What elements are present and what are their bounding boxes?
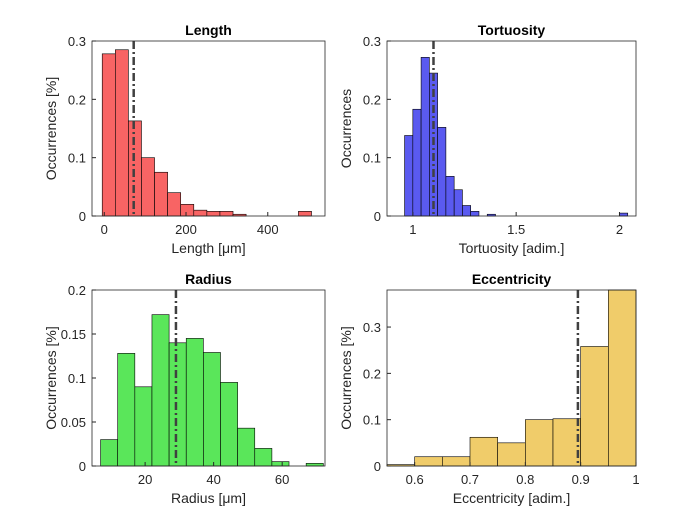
- histogram-bar: [167, 192, 182, 217]
- x-tick-label: 0.9: [572, 472, 590, 487]
- histogram-bar: [154, 171, 168, 217]
- y-tick-label: 0.3: [363, 320, 381, 335]
- y-tick-label: 0.1: [363, 413, 381, 428]
- x-tick-label: 1.5: [507, 222, 525, 237]
- histogram-bar: [219, 211, 234, 217]
- x-tick-label: 0.8: [516, 472, 534, 487]
- histogram-bar: [100, 439, 118, 467]
- histogram-bar: [442, 456, 471, 467]
- y-tick-label: 0.2: [363, 366, 381, 381]
- subplot: 0.6 0.7 0.8 0.9 1 0 0.1 0.2 0.3 Eccentricity Eccen…: [338, 271, 640, 506]
- histogram-bar: [168, 342, 187, 467]
- y-axis-label: Occurrences [%]: [338, 326, 354, 429]
- histogram-bar: [134, 386, 153, 467]
- x-tick-label: 400: [257, 222, 279, 237]
- histogram-bar: [445, 176, 455, 217]
- histogram-bar: [237, 427, 256, 467]
- y-tick-label: 0: [79, 459, 86, 474]
- histogram-bar: [420, 57, 430, 217]
- histogram-bar: [298, 211, 312, 217]
- x-axis-label: Length [μm]: [171, 240, 245, 256]
- x-tick-label: 20: [138, 472, 152, 487]
- histogram-bar: [271, 461, 290, 467]
- histogram-bar: [141, 157, 155, 217]
- histogram-bar: [206, 211, 221, 217]
- x-axis-label: Radius [μm]: [171, 490, 246, 506]
- x-tick-label: 2: [616, 222, 623, 237]
- y-axis-label: Occurrences [%]: [43, 326, 59, 429]
- histogram-bar: [412, 108, 422, 217]
- histogram-bar: [469, 436, 498, 467]
- histogram-bar: [101, 53, 116, 217]
- histogram-bar: [580, 346, 609, 467]
- x-axis-label: Tortuosity [adim.]: [459, 240, 565, 256]
- subplot-title: Tortuosity: [478, 22, 546, 38]
- histogram-bar: [525, 419, 554, 467]
- subplot: 1 1.5 2 0 0.1 0.2 0.3 Tortuosity Tortuosity [adi…: [338, 22, 637, 256]
- subplot: 20 40 60 0 0.05 0.1 0.15 0.2 Radius Radius [μm] Oc…: [43, 271, 326, 506]
- x-tick-label: 200: [175, 222, 197, 237]
- x-tick-label: 0.6: [406, 472, 424, 487]
- x-axis-label: Eccentricity [adim.]: [453, 490, 570, 506]
- subplot: 0 200 400 0 0.1 0.2 0.3 Length Length [μm] Occurr…: [43, 22, 326, 256]
- x-tick-label: 1: [409, 222, 416, 237]
- x-tick-label: 60: [275, 472, 289, 487]
- histogram-bar: [193, 209, 208, 217]
- subplot-title: Eccentricity: [472, 271, 552, 287]
- histogram-bar: [185, 338, 204, 467]
- y-tick-label: 0: [79, 209, 86, 224]
- histogram-bar: [462, 205, 471, 217]
- y-tick-label: 0.1: [68, 151, 86, 166]
- histogram-bar: [115, 49, 129, 217]
- histogram-bar: [608, 289, 637, 467]
- histogram-bar: [180, 204, 195, 217]
- axes-box: [386, 289, 637, 467]
- x-tick-label: 0: [101, 222, 108, 237]
- y-tick-label: 0.2: [68, 92, 86, 107]
- subplot-title: Radius: [185, 271, 232, 287]
- y-tick-label: 0.1: [363, 151, 381, 166]
- y-tick-label: 0.15: [61, 327, 86, 342]
- y-tick-label: 0: [374, 209, 381, 224]
- histogram-bar: [151, 314, 170, 467]
- x-tick-label: 40: [206, 472, 220, 487]
- histogram-bar: [203, 352, 221, 467]
- axes-box: [91, 40, 326, 217]
- y-tick-label: 0.3: [363, 34, 381, 49]
- histogram-bar: [404, 135, 414, 217]
- histogram-bar: [497, 442, 526, 467]
- histogram-bar: [437, 127, 447, 217]
- histogram-bar: [220, 382, 238, 467]
- histogram-bar: [117, 353, 136, 467]
- histogram-bar: [470, 211, 480, 217]
- histogram-bar: [414, 456, 443, 467]
- histogram-bar: [453, 189, 463, 217]
- x-tick-label: 0.7: [461, 472, 479, 487]
- y-tick-label: 0: [374, 459, 381, 474]
- y-tick-label: 0.3: [68, 34, 86, 49]
- x-tick-label: 1: [632, 472, 639, 487]
- histogram-bar: [552, 418, 581, 467]
- y-tick-label: 0.2: [68, 283, 86, 298]
- axes-box: [386, 40, 637, 217]
- histogram-bar: [619, 212, 629, 217]
- subplot-title: Length: [185, 22, 232, 38]
- histogram-bar: [254, 448, 273, 467]
- y-axis-label: Occurrences [%]: [43, 77, 59, 180]
- y-tick-label: 0.2: [363, 92, 381, 107]
- y-axis-label: Occurrences: [338, 89, 354, 168]
- y-tick-label: 0.1: [68, 371, 86, 386]
- y-tick-label: 0.05: [61, 415, 86, 430]
